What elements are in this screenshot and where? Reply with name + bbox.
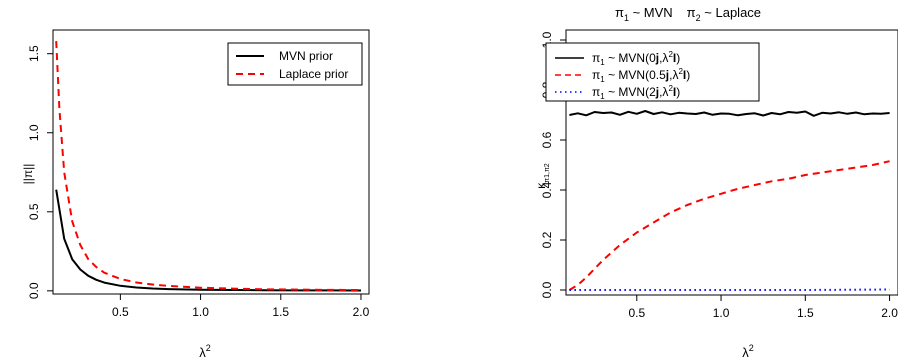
right-y-tick-label: 0.4 — [540, 181, 554, 198]
left-x-tick-label: 2.0 — [353, 305, 370, 319]
left-y-axis-label: ||π|| — [21, 164, 35, 185]
right-x-tick-label: 1.5 — [797, 306, 814, 320]
left-x-tick-label: 1.5 — [272, 305, 289, 319]
left-series-line-1 — [55, 41, 362, 291]
left-legend: MVN prior Laplace prior — [227, 42, 363, 86]
right-legend-label-2j: π1 ~ MVN(2j,λ2I) — [592, 84, 680, 101]
left-plot-area: 0.5 1.0 1.5 2.0 0.0 0.5 1.0 1.5 — [27, 29, 370, 319]
right-x-tick-label: 1.0 — [713, 306, 730, 320]
right-legend: π1 ~ MVN(0j,λ2I) π1 ~ MVN(0.5j,λ2I) π1 ~… — [545, 42, 760, 102]
right-x-tick-label: 2.0 — [881, 306, 898, 320]
right-x-tick-label: 0.5 — [628, 306, 645, 320]
right-series-line-2 — [569, 288, 890, 291]
right-chart: π1 ~ MVN π2 ~ Laplace 0.5 1.0 1.5 2.0 0.0 0.2 0… — [534, 5, 898, 360]
left-y-tick-label: 1.5 — [27, 45, 41, 62]
right-y-tick-label: 0.0 — [540, 281, 554, 298]
right-plot-frame — [565, 29, 898, 296]
left-x-tick-label: 0.5 — [112, 305, 129, 319]
right-x-axis-label: λ2 — [742, 343, 754, 360]
right-legend-label-05j: π1 ~ MVN(0.5j,λ2I) — [592, 67, 690, 84]
left-legend-label-laplace: Laplace prior — [279, 67, 348, 81]
right-y-axis-label: κπ1,π2 — [534, 163, 551, 188]
left-chart: 0.5 1.0 1.5 2.0 0.0 0.5 1.0 1.5 MVN prior Lapla… — [21, 29, 370, 360]
left-plot-frame — [52, 29, 370, 295]
right-plot-area: 0.51.01.52.00.00.20.40.60.81.0 — [540, 29, 898, 320]
right-y-tick-label: 0.2 — [540, 231, 554, 248]
left-legend-label-mvn: MVN prior — [279, 49, 333, 63]
left-y-tick-label: 0.5 — [27, 203, 41, 220]
right-series-line-1 — [568, 160, 890, 291]
right-series-line-0 — [569, 110, 890, 117]
right-y-tick-label: 0.6 — [540, 131, 554, 148]
left-legend-box — [227, 42, 363, 86]
left-y-tick-label: 1.0 — [27, 124, 41, 141]
right-chart-title: π1 ~ MVN π2 ~ Laplace — [615, 5, 761, 23]
left-y-tick-label: 0.0 — [27, 282, 41, 299]
left-series-line-0 — [55, 189, 362, 292]
left-x-tick-label: 1.0 — [192, 305, 209, 319]
right-legend-label-0j: π1 ~ MVN(0j,λ2I) — [592, 50, 680, 67]
left-x-axis-label: λ2 — [199, 343, 211, 360]
